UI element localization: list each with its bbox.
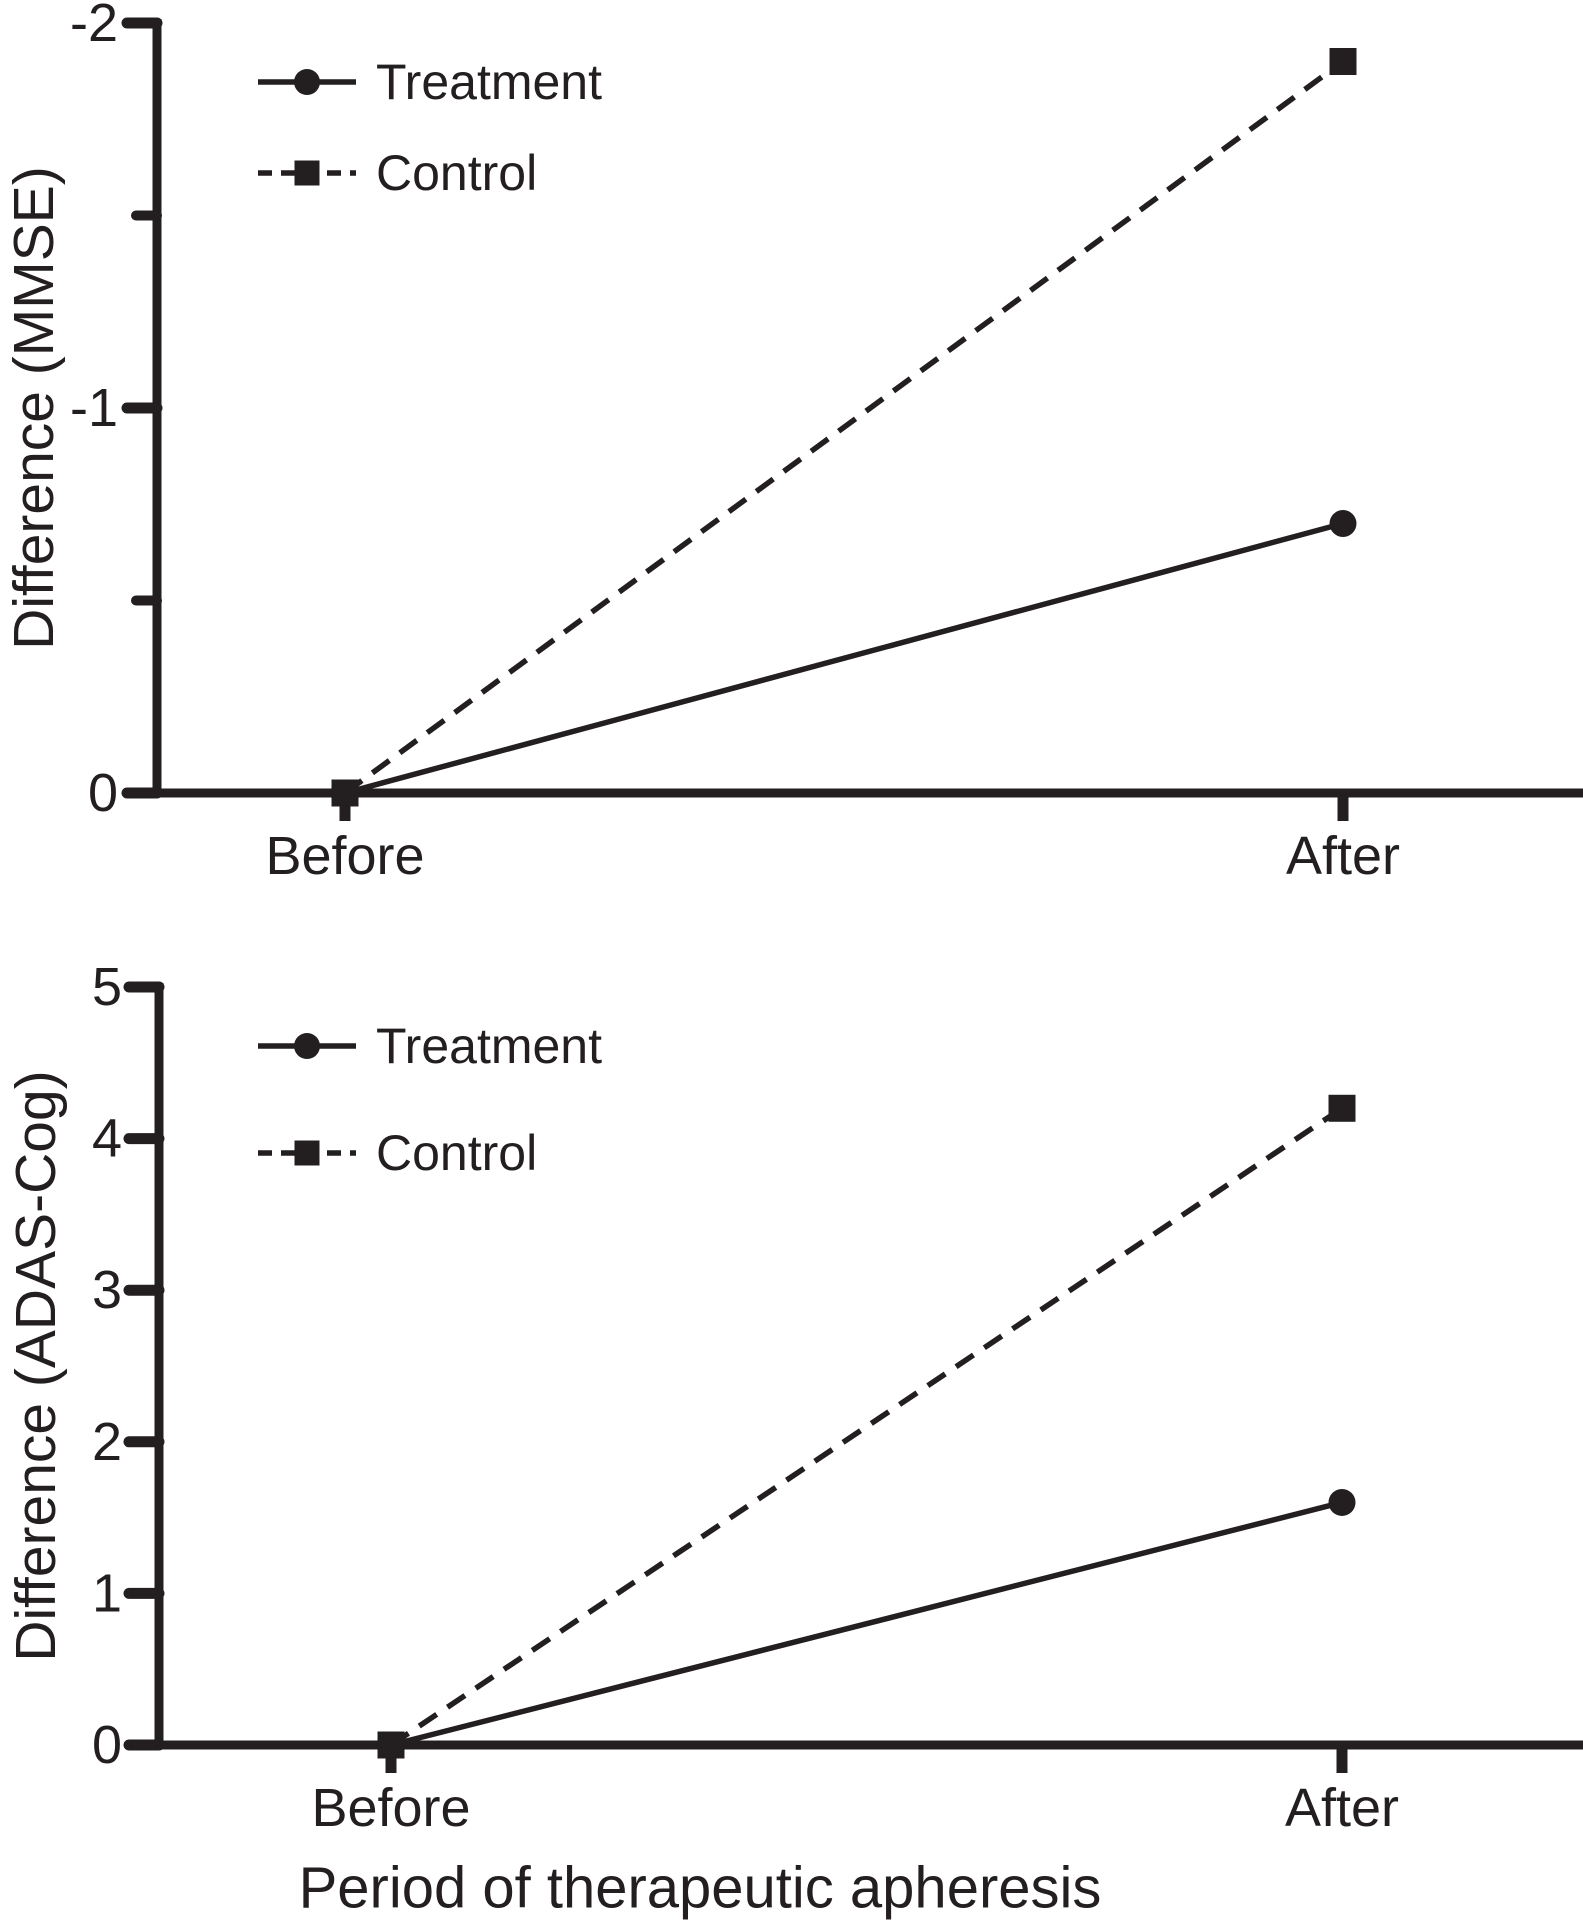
marker-circle-treatment-before (377, 1731, 405, 1759)
y-tick-label: 2 (92, 1412, 122, 1472)
y-tick-label: 5 (92, 957, 122, 1017)
legend-label-control: Control (376, 145, 537, 201)
y-tick-label: 4 (92, 1109, 122, 1169)
y-tick-label: -1 (70, 378, 118, 438)
marker-circle-treatment-before (331, 779, 359, 807)
series-line-control (343, 59, 1345, 796)
x-tick-label: After (1286, 826, 1400, 886)
y-axis-title: Difference (MMSE) (2, 166, 66, 650)
marker-square-control-after (1328, 1094, 1356, 1122)
legend-label-treatment: Treatment (376, 1018, 602, 1074)
y-tick-label: 3 (92, 1260, 122, 1320)
x-tick-label: Before (265, 826, 424, 886)
legend-label-treatment: Treatment (376, 54, 602, 110)
legend-marker-circle (294, 69, 320, 95)
marker-circle-treatment-after (1328, 1488, 1356, 1516)
legend-marker-square (294, 1140, 320, 1166)
y-tick-label: 0 (88, 763, 118, 823)
y-tick-label: 1 (92, 1563, 122, 1623)
x-tick-label: Before (311, 1778, 470, 1838)
y-tick-label: -2 (70, 0, 118, 53)
x-tick-label: After (1285, 1778, 1399, 1838)
legend-label-control: Control (376, 1125, 537, 1181)
legend-marker-square (294, 160, 320, 186)
marker-circle-treatment-after (1329, 510, 1357, 537)
y-tick-label: 0 (92, 1715, 122, 1775)
y-axis-title: Difference (ADAS-Cog) (4, 1070, 68, 1661)
legend-marker-circle (294, 1033, 320, 1059)
series-line-treatment (344, 520, 1344, 796)
mmse-line-chart: 0 -1 -2 Before After Difference (MMSE) Treatme… (2, 0, 1583, 886)
series-line-treatment (390, 1499, 1343, 1748)
adas-cog-line-chart: 0 1 2 3 4 5 Before After Difference (ADAS-Cog) Pe… (4, 957, 1583, 1921)
marker-square-control-after (1329, 48, 1357, 75)
series-line-control (389, 1105, 1344, 1748)
x-axis-title: Period of therapeutic apheresis (299, 1856, 1102, 1921)
